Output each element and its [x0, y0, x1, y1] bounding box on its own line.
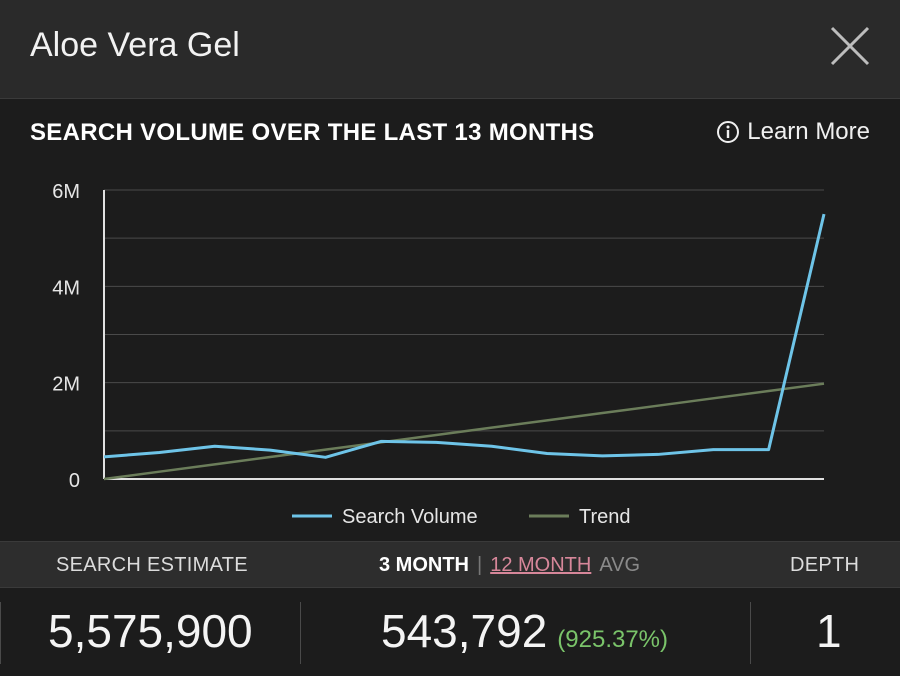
search-volume-line	[103, 213, 826, 459]
average-change-percent: (925.37%)	[557, 626, 669, 653]
trend-line	[103, 382, 825, 481]
page-title: Aloe Vera Gel	[30, 26, 240, 64]
y-tick-label: 2M	[52, 374, 80, 396]
stats-label-bar: SEARCH ESTIMATE 3 MONTH | 12 MONTH AVG D…	[0, 541, 900, 587]
search-estimate-value: 5,575,900	[48, 605, 253, 657]
modal-header: Aloe Vera Gel	[0, 0, 900, 99]
legend-trend-label: Trend	[579, 506, 631, 528]
search-volume-chart: 0 2M 4M 6M Search Volume Trend	[0, 170, 900, 540]
divider	[0, 602, 1, 664]
period-3-month-tab[interactable]: 3 MONTH	[379, 554, 469, 576]
legend-search-volume-label: Search Volume	[342, 506, 478, 528]
chart-canvas: 0 2M 4M 6M Search Volume Trend	[52, 181, 826, 528]
average-value: 543,792	[381, 605, 548, 657]
search-estimate-label: SEARCH ESTIMATE	[56, 554, 248, 576]
period-separator: |	[477, 554, 483, 576]
divider	[750, 602, 751, 664]
y-tick-label: 4M	[52, 277, 80, 299]
learn-more-label: Learn More	[747, 118, 870, 145]
chart-title: SEARCH VOLUME OVER THE LAST 13 MONTHS	[30, 119, 595, 146]
info-icon	[717, 121, 740, 143]
stats-value-bar: 5,575,900 543,792 (925.37%) 1	[0, 587, 900, 676]
depth-label: DEPTH	[790, 554, 860, 576]
y-tick-label: 6M	[52, 181, 80, 203]
period-selector: 3 MONTH | 12 MONTH AVG	[379, 554, 640, 577]
avg-label: AVG	[599, 554, 641, 576]
average-value-group: 543,792 (925.37%)	[381, 604, 668, 658]
y-tick-label: 0	[69, 470, 80, 492]
divider	[300, 602, 301, 664]
close-icon[interactable]	[828, 26, 872, 66]
depth-value: 1	[816, 605, 842, 657]
period-12-month-tab[interactable]: 12 MONTH	[490, 554, 592, 576]
learn-more-link[interactable]: Learn More	[716, 118, 870, 146]
